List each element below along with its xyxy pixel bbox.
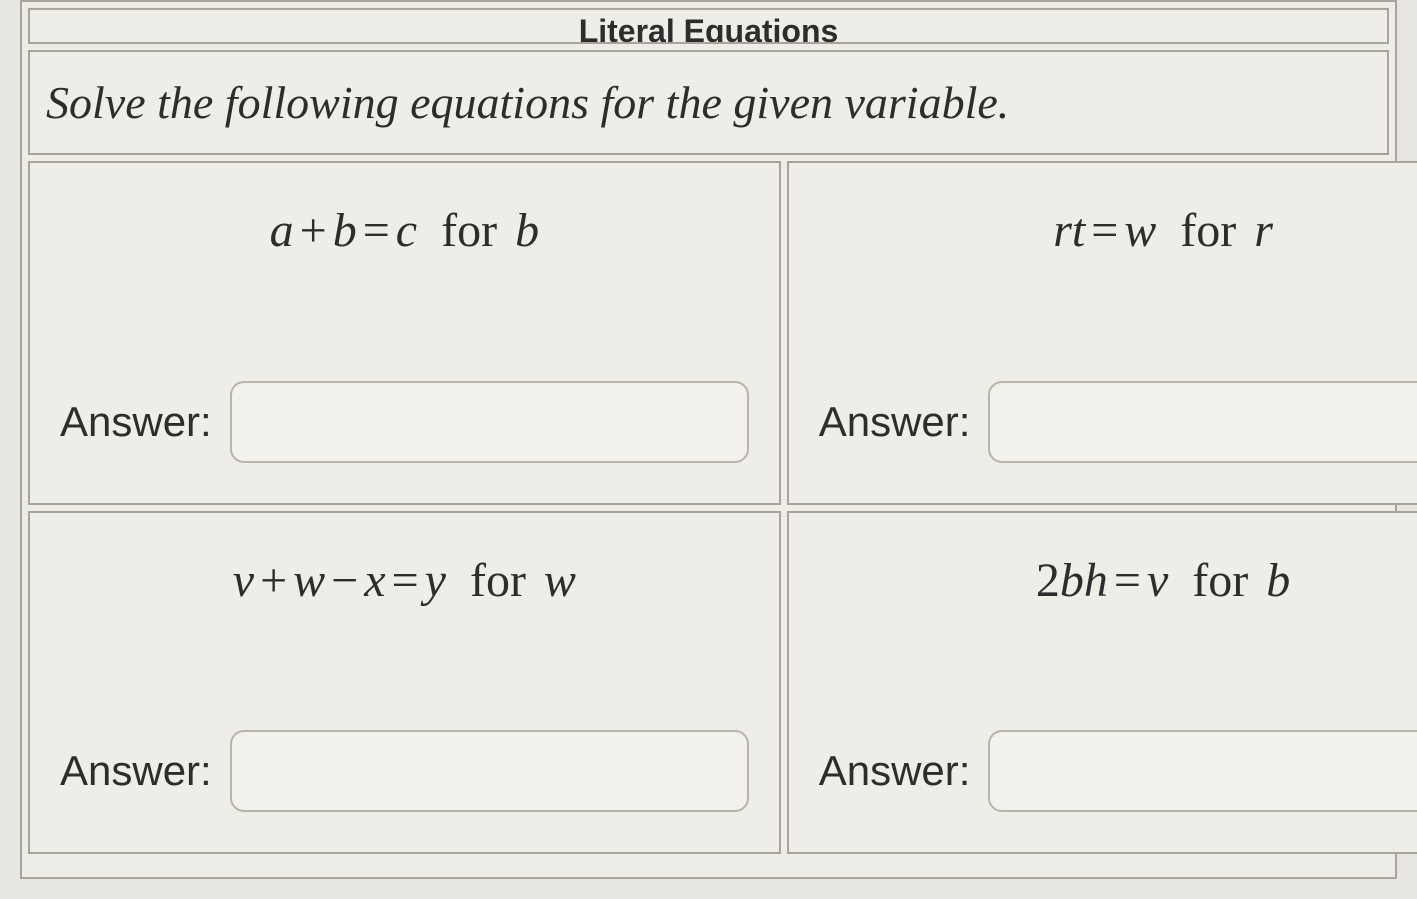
answer-row-2: Answer:: [819, 381, 1417, 463]
equation-1: a+b=cforb: [60, 193, 749, 278]
equation-4: 2bh=vforb: [819, 543, 1417, 628]
problem-cell-2: rt=wforr Answer:: [787, 161, 1417, 505]
answer-label: Answer:: [60, 398, 212, 446]
problem-grid: a+b=cforb Answer: rt=wforr Answer: v+w−x…: [28, 161, 1389, 854]
worksheet-title: Literal Equations: [28, 8, 1389, 44]
answer-row-3: Answer:: [60, 730, 749, 812]
equation-2: rt=wforr: [819, 193, 1417, 278]
answer-row-4: Answer:: [819, 730, 1417, 812]
problem-cell-3: v+w−x=yforw Answer:: [28, 511, 781, 855]
outer-frame: Literal Equations Solve the following eq…: [20, 0, 1397, 879]
instruction-text: Solve the following equations for the gi…: [28, 50, 1389, 155]
answer-label: Answer:: [819, 747, 971, 795]
answer-input-2[interactable]: [988, 381, 1417, 463]
problem-cell-4: 2bh=vforb Answer:: [787, 511, 1417, 855]
answer-input-1[interactable]: [230, 381, 749, 463]
answer-row-1: Answer:: [60, 381, 749, 463]
answer-input-4[interactable]: [988, 730, 1417, 812]
problem-cell-1: a+b=cforb Answer:: [28, 161, 781, 505]
worksheet-page: Literal Equations Solve the following eq…: [0, 0, 1417, 899]
answer-label: Answer:: [60, 747, 212, 795]
answer-label: Answer:: [819, 398, 971, 446]
equation-3: v+w−x=yforw: [60, 543, 749, 628]
answer-input-3[interactable]: [230, 730, 749, 812]
